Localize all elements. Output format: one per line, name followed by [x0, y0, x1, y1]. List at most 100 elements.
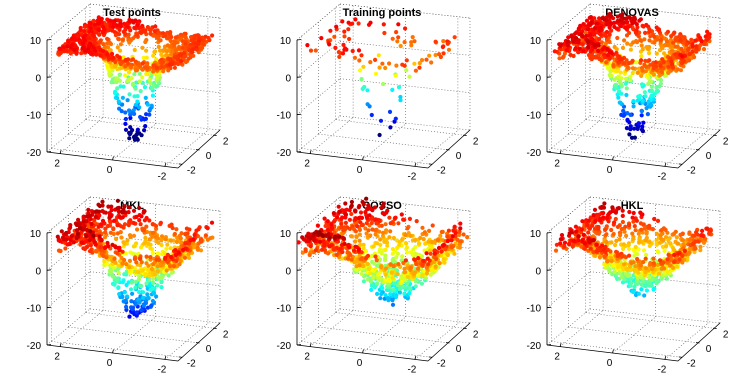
scatter-point — [150, 222, 155, 227]
scatter-point — [643, 58, 648, 64]
scatter-point — [164, 268, 169, 273]
scatter-point — [117, 55, 122, 60]
scatter-point — [117, 248, 122, 253]
scatter-point — [659, 69, 664, 74]
scatter-point — [359, 77, 364, 82]
x-tick-mark — [59, 149, 62, 154]
scatter-point — [116, 99, 121, 104]
scatter-point — [651, 287, 656, 292]
scatter-point — [148, 31, 153, 36]
scatter-point — [564, 48, 569, 53]
scatter-point — [64, 230, 69, 236]
scatter-point — [674, 235, 679, 240]
scatter-point — [665, 43, 670, 48]
scatter-point — [107, 215, 112, 220]
scatter-point — [164, 49, 169, 54]
scatter-point — [404, 241, 409, 246]
scatter-point — [113, 260, 118, 265]
scatter-point — [387, 109, 393, 114]
scatter-point — [88, 229, 93, 234]
scatter-point — [628, 47, 633, 52]
scatter-point — [619, 76, 624, 81]
scatter-point — [383, 258, 388, 263]
scatter-point — [152, 49, 157, 55]
scatter-point — [154, 75, 159, 80]
scatter-point — [387, 61, 392, 66]
scatter-point — [633, 264, 638, 269]
scatter-point — [346, 20, 351, 25]
scatter-point — [623, 81, 628, 86]
scatter-point — [449, 238, 454, 243]
x-tick-mark — [612, 156, 614, 161]
scatter-point — [678, 38, 683, 43]
y-tick-mark — [678, 163, 683, 165]
scatter-point — [113, 33, 118, 38]
scatter-point — [665, 269, 670, 274]
scatter-point — [305, 43, 310, 48]
scatter-point — [68, 225, 73, 230]
y-tick-label: 0 — [456, 151, 462, 162]
scatter-point — [144, 254, 149, 259]
scatter-point — [676, 251, 681, 256]
scatter-point — [571, 39, 576, 44]
scatter-point — [130, 291, 135, 296]
scatter-point — [148, 287, 153, 292]
scatter-point — [377, 132, 382, 138]
scatter-point — [625, 111, 630, 116]
scatter-points — [305, 17, 457, 138]
scatter-point — [658, 78, 664, 83]
scatter-point — [627, 253, 632, 258]
scatter-point — [700, 228, 705, 233]
scatter-point — [647, 239, 652, 244]
scatter-point — [173, 35, 178, 40]
scatter-point — [205, 237, 210, 242]
scatter-point — [183, 232, 188, 237]
scatter-point — [365, 277, 370, 282]
z-tick-label: -20 — [27, 341, 42, 352]
scatter-point — [195, 247, 200, 252]
scatter-point — [446, 47, 452, 52]
scatter-point — [433, 264, 438, 269]
scatter-point — [417, 61, 422, 66]
scatter-point — [79, 51, 84, 56]
scatter-point — [151, 69, 156, 74]
scatter-point — [638, 263, 643, 268]
scatter-point — [79, 240, 84, 245]
scatter-point — [586, 230, 591, 235]
scatter-point — [124, 282, 129, 288]
scatter-point — [115, 206, 120, 211]
z-tick-label: 10 — [530, 229, 542, 240]
scatter-point — [159, 285, 164, 290]
scatter-point — [440, 44, 445, 50]
scatter-point — [617, 80, 622, 85]
y-tick-mark — [428, 163, 433, 165]
scatter-point — [637, 18, 642, 23]
scatter-point — [123, 127, 129, 132]
scatter-points — [553, 201, 714, 298]
scatter-point — [633, 30, 638, 35]
scatter-point — [142, 85, 148, 90]
scatter-point — [420, 262, 425, 267]
scatter-point — [424, 57, 429, 62]
scatter-point — [390, 298, 395, 303]
scatter-point — [634, 40, 640, 45]
scatter-point — [698, 248, 703, 253]
scatter-point — [148, 304, 153, 309]
scatter-point — [106, 64, 111, 69]
scatter-point — [156, 276, 161, 281]
scatter-point — [348, 252, 353, 258]
scatter-point — [453, 230, 458, 236]
scatter-point — [137, 205, 142, 211]
scatter-point — [412, 61, 417, 66]
x-tick-mark — [59, 342, 62, 347]
scatter-point — [385, 243, 390, 248]
scatter-point — [353, 209, 358, 214]
scatter-point — [649, 94, 654, 99]
scatter-point — [628, 78, 633, 83]
scatter-point — [624, 33, 630, 38]
z-tick-mark — [546, 306, 552, 309]
